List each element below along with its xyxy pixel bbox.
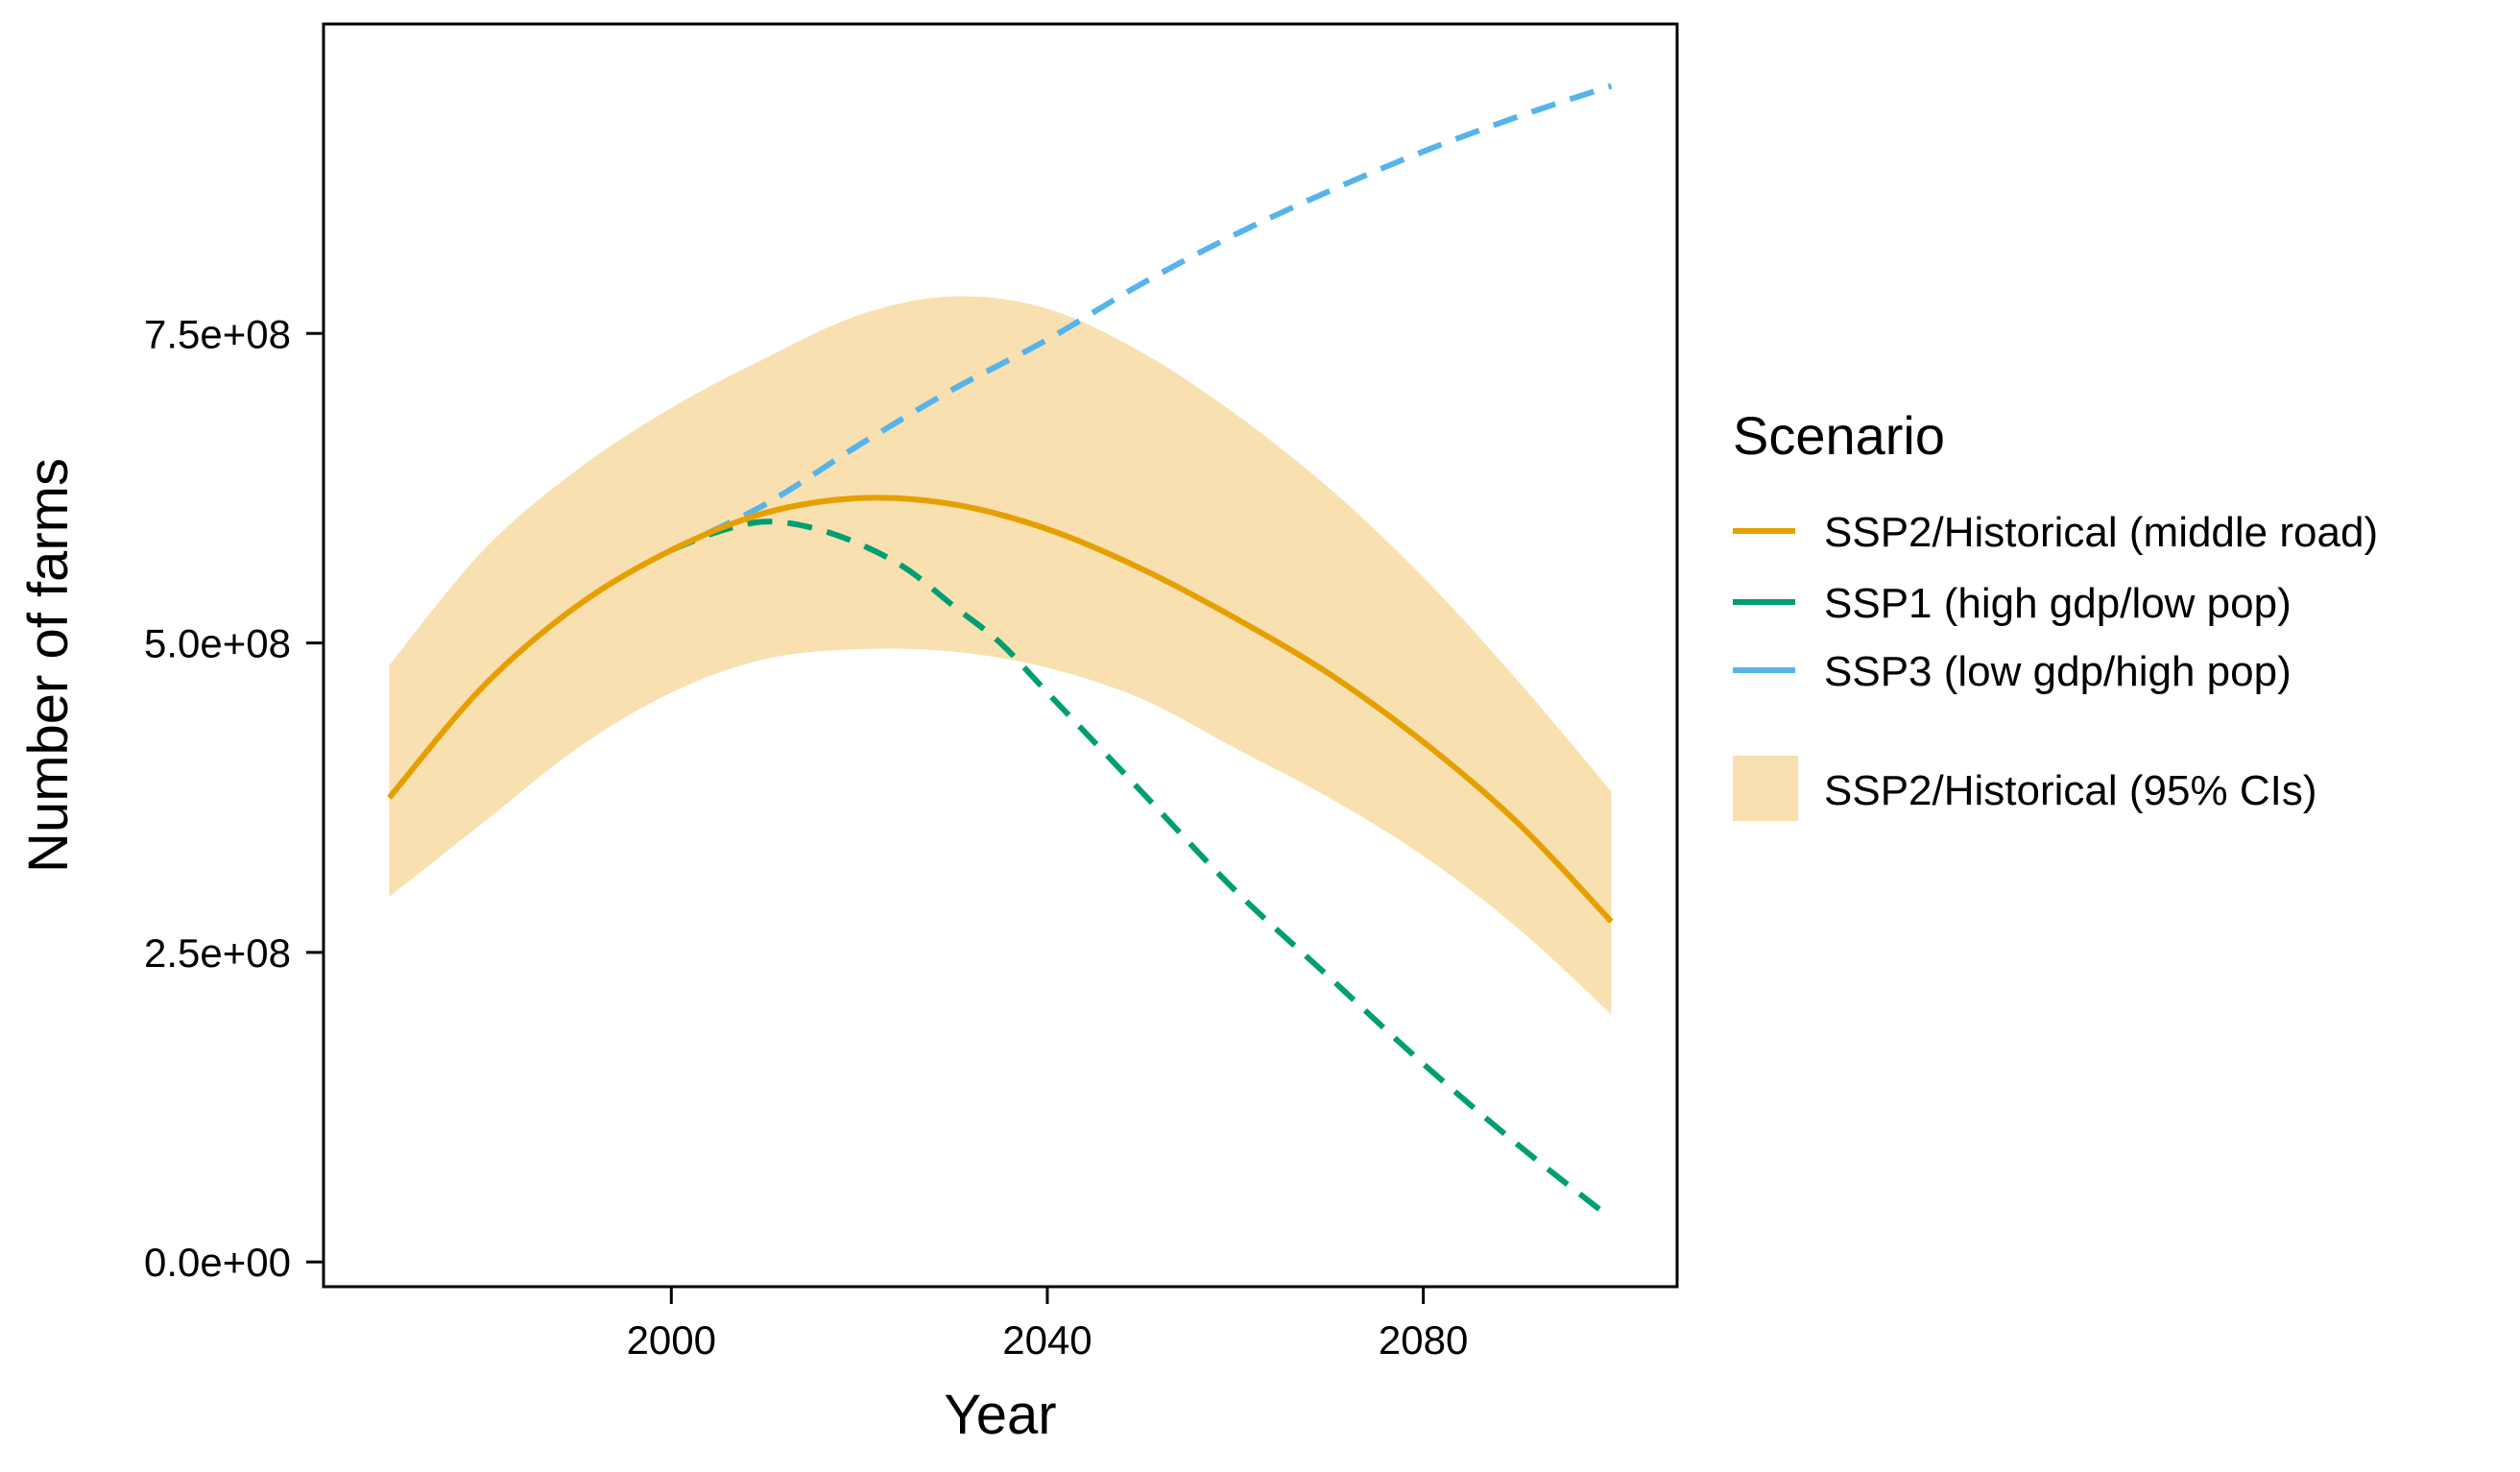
series-line-ssp2 (387, 495, 1614, 924)
y-axis-title: Number of farms (17, 458, 80, 873)
x-axis: 2000 2040 2080 (627, 1287, 1468, 1363)
y-tick-label: 0.0e+00 (144, 1240, 291, 1285)
x-tick-label: 2000 (627, 1317, 716, 1363)
plot-area (387, 83, 1614, 1221)
legend-label-ssp1: SSP1 (high gdp/low pop) (1824, 580, 2292, 627)
y-tick-label: 2.5e+08 (144, 930, 291, 976)
y-tick-label: 7.5e+08 (144, 311, 291, 356)
series-line-ssp1 (670, 519, 1614, 1221)
legend: Scenario SSP2/Historical (middle road) S… (1733, 405, 2378, 821)
legend-label-ssp2: SSP2/Historical (middle road) (1824, 509, 2378, 556)
series-line-ssp3 (669, 83, 1613, 553)
legend-label-ci: SSP2/Historical (95% CIs) (1824, 767, 2316, 814)
legend-key-ci-band (1733, 756, 1798, 821)
legend-label-ssp3: SSP3 (low gdp/high pop) (1824, 648, 2292, 695)
y-axis: 0.0e+00 2.5e+08 5.0e+08 7.5e+08 (144, 311, 324, 1285)
x-tick-label: 2040 (1002, 1317, 1092, 1363)
ci-band-ssp2 (389, 296, 1612, 1015)
legend-title: Scenario (1733, 405, 1945, 466)
plot-border (322, 22, 1679, 1289)
x-tick-label: 2080 (1379, 1317, 1468, 1363)
y-tick-label: 5.0e+08 (144, 621, 291, 666)
x-axis-title: Year (944, 1384, 1056, 1446)
